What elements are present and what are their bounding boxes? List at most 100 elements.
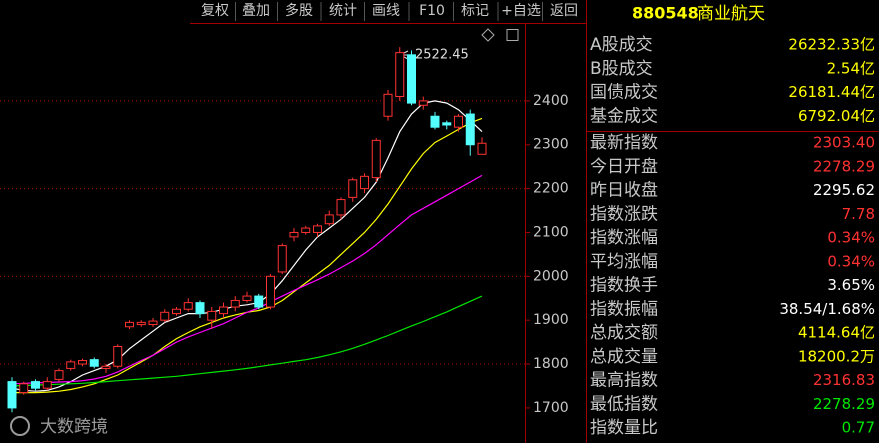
- y-tick-label: 2000: [533, 268, 569, 284]
- candle-body: [430, 115, 440, 128]
- watermark-text: 大数跨境: [40, 417, 108, 437]
- candle-body: [277, 245, 287, 273]
- panel-value: 4114.64亿: [798, 324, 875, 342]
- index-name: 商业航天: [697, 4, 765, 24]
- y-tick-label: 2400: [533, 93, 569, 109]
- peak-label: 2522.45: [415, 48, 469, 63]
- toolbar-button[interactable]: 叠加: [242, 3, 270, 19]
- panel-value: 38.54/1.68%: [779, 300, 875, 318]
- candle-body: [242, 295, 252, 301]
- y-tick-label: 1900: [533, 312, 569, 328]
- candle-body: [289, 231, 299, 238]
- candle-body: [66, 361, 76, 369]
- y-tick-label: 1800: [533, 356, 569, 372]
- toolbar-button[interactable]: 返回: [550, 3, 578, 19]
- candle-body: [160, 311, 170, 321]
- panel-label: 指数振幅: [590, 299, 658, 319]
- candle-body: [418, 100, 428, 106]
- panel-value: 2303.40: [813, 134, 875, 152]
- panel-value: 26232.33亿: [788, 36, 875, 54]
- candle-body: [254, 295, 264, 308]
- candle-body: [477, 142, 487, 155]
- candle-body: [136, 321, 146, 326]
- panel-label: 指数换手: [590, 276, 658, 296]
- candle-body: [31, 381, 40, 389]
- index-code: 880548: [632, 4, 699, 23]
- panel-label: B股成交: [590, 59, 653, 79]
- panel-value: 2278.29: [813, 157, 875, 175]
- candle-body: [7, 381, 17, 409]
- watermark-logo: [10, 416, 30, 436]
- candle-body: [407, 54, 416, 104]
- panel-label: 最高指数: [590, 371, 658, 391]
- panel-label: 昨日收盘: [590, 181, 658, 201]
- candle-body: [348, 179, 358, 198]
- candle-body: [78, 360, 87, 365]
- toolbar-button[interactable]: 标记: [461, 3, 489, 19]
- panel-value: 0.34%: [827, 229, 875, 247]
- panel-label: 基金成交: [590, 106, 658, 126]
- candle-body: [301, 227, 311, 233]
- y-tick-label: 2200: [533, 181, 569, 197]
- y-tick-label: 1700: [533, 400, 569, 416]
- candle-body: [465, 113, 475, 146]
- panel-value: 7.78: [842, 205, 875, 223]
- panel-value: 0.34%: [827, 252, 875, 270]
- panel-value: 0.77: [842, 419, 875, 437]
- candle-body: [219, 306, 228, 315]
- panel-value: 18200.2万: [798, 347, 875, 365]
- toolbar-button[interactable]: +自选: [501, 3, 541, 19]
- diamond-icon[interactable]: [481, 28, 495, 42]
- moving-average-line: [11, 100, 483, 392]
- toolbar-button[interactable]: 统计: [329, 3, 357, 19]
- y-tick-label: 2100: [533, 224, 569, 240]
- candle-body: [113, 346, 123, 367]
- panel-label: 指数涨跌: [590, 204, 658, 224]
- panel-label: 今日开盘: [590, 157, 658, 177]
- candle-body: [125, 321, 134, 328]
- toolbar-button[interactable]: 画线: [372, 3, 400, 19]
- candle-body: [230, 299, 240, 308]
- watermark: 大数跨境: [10, 416, 108, 437]
- y-tick-label: 2300: [533, 137, 569, 153]
- panel-label: 平均涨幅: [590, 252, 658, 272]
- panel-label: 总成交额: [590, 323, 658, 343]
- moving-average-line: [11, 174, 483, 385]
- candle-body: [172, 308, 181, 315]
- candle-body: [54, 370, 64, 380]
- candle-body: [183, 302, 193, 310]
- candle-body: [19, 383, 29, 394]
- square-icon[interactable]: [506, 29, 519, 41]
- toolbar-button[interactable]: 多股: [285, 2, 313, 19]
- panel-value: 6792.04亿: [798, 107, 875, 125]
- panel-value: 26181.44亿: [788, 83, 875, 101]
- candle-body: [266, 275, 275, 308]
- panel-value: 2316.83: [813, 371, 875, 389]
- toolbar-button[interactable]: F10: [419, 3, 445, 19]
- panel-value: 3.65%: [827, 276, 875, 294]
- candle-body: [195, 302, 205, 315]
- panel-value: 2295.62: [813, 181, 875, 199]
- candle-body: [336, 199, 346, 216]
- candle-body: [383, 93, 393, 117]
- panel-label: 指数量比: [590, 418, 658, 438]
- toolbar-button[interactable]: 复权: [201, 2, 229, 19]
- panel-label: A股成交: [590, 35, 653, 55]
- panel-label: 最新指数: [590, 133, 658, 153]
- candle-body: [42, 381, 52, 389]
- candle-body: [313, 225, 322, 233]
- candle-body: [207, 310, 217, 321]
- candle-body: [360, 175, 369, 190]
- panel-label: 最低指数: [590, 394, 658, 414]
- candle-body: [89, 359, 99, 367]
- candle-body: [454, 115, 463, 128]
- panel-value: 2278.29: [813, 395, 875, 413]
- panel-label: 指数涨幅: [590, 228, 658, 248]
- candle-body: [148, 320, 158, 326]
- panel-value: 2.54亿: [827, 59, 875, 77]
- candle-body: [324, 214, 334, 225]
- candle-body: [442, 122, 452, 126]
